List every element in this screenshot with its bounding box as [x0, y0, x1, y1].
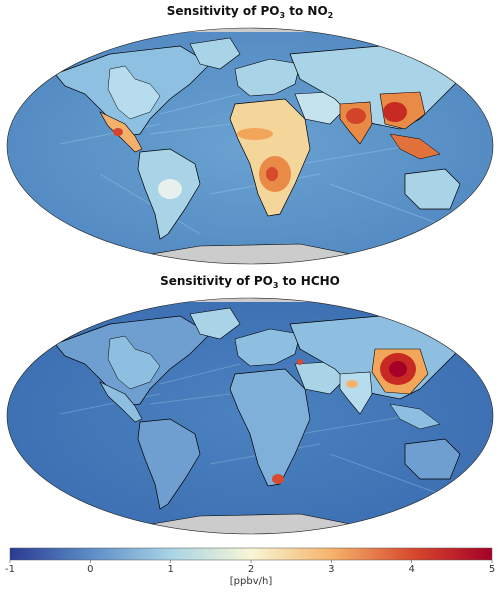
- middle-east-hotspot: [297, 359, 303, 365]
- usa: [107, 335, 161, 390]
- panel-title-hcho: Sensitivity of PO3 to HCHO: [160, 274, 340, 290]
- colorbar-tick-label: 4: [408, 564, 414, 575]
- map-outline: [6, 297, 494, 535]
- colorbar-tick-label: 3: [328, 564, 334, 575]
- central-africa-core: [266, 167, 278, 181]
- mexico: [99, 381, 143, 423]
- colorbar-tick-label: 2: [248, 564, 254, 575]
- south-africa-hotspot: [272, 474, 284, 484]
- colorbar-tick-label: -1: [5, 564, 15, 575]
- sahel-hotspot: [237, 128, 273, 140]
- shipping-lanes: [59, 93, 441, 235]
- usa: [107, 65, 161, 120]
- indonesia: [389, 133, 441, 160]
- europe: [234, 58, 301, 97]
- australia: [404, 168, 461, 210]
- greenland: [189, 37, 241, 70]
- australia: [404, 438, 461, 480]
- china-core: [389, 361, 407, 377]
- india-hotspot: [346, 380, 358, 388]
- map-outline: [6, 27, 494, 265]
- colorbar-unit-label: [ppbv/h]: [230, 576, 273, 587]
- map-panel-hcho: [6, 297, 494, 535]
- indonesia: [389, 403, 441, 430]
- china-hotspot: [383, 102, 407, 122]
- brazil-region: [158, 179, 182, 199]
- map-panel-no2: [6, 27, 494, 265]
- south-america: [137, 418, 201, 510]
- africa: [229, 368, 311, 487]
- colorbar-tick-label: 5: [489, 564, 495, 575]
- india-hotspot: [346, 108, 366, 124]
- arctic-cap: [150, 298, 350, 302]
- arctic-cap: [150, 28, 350, 32]
- colorbar-tick-label: 0: [87, 564, 93, 575]
- greenland: [189, 307, 241, 340]
- colorbar-gradient: [9, 547, 493, 561]
- europe: [234, 328, 301, 367]
- colorbar-tick-label: 1: [167, 564, 173, 575]
- mexico-hotspot: [113, 128, 123, 136]
- colorbar: -1 0 1 2 3 4 5 [ppbv/h]: [0, 540, 500, 590]
- panel-title-no2: Sensitivity of PO3 to NO2: [166, 4, 334, 20]
